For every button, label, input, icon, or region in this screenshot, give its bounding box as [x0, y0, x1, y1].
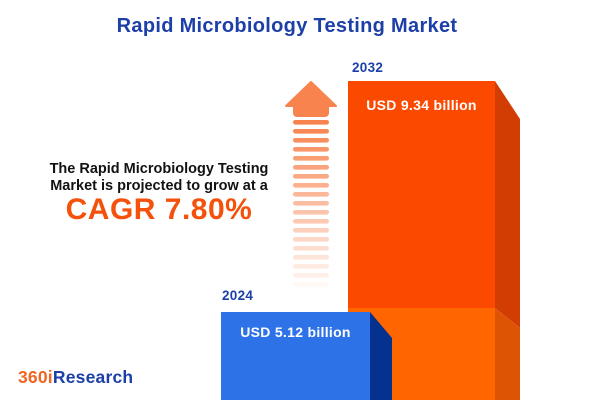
- annotation-block: The Rapid Microbiology Testing Market is…: [30, 161, 288, 226]
- bar-2024: [221, 312, 392, 400]
- annotation-line-2: Market is projected to grow at a: [50, 178, 268, 194]
- cagr-value: CAGR 7.80%: [65, 193, 253, 226]
- bar-2032-front-face: [348, 81, 495, 308]
- growth-arrow-head: [285, 81, 337, 117]
- bar-2024-value-label: USD 5.12 billion: [240, 324, 351, 340]
- growth-arrow-stripes: [293, 120, 329, 287]
- bar-2024-front-face: [221, 312, 370, 400]
- bar-2032-year-label: 2032: [352, 60, 384, 75]
- brand-logo-part2: Research: [52, 367, 134, 387]
- bar-2024-side-face: [370, 312, 392, 400]
- bar-2032-value-label: USD 9.34 billion: [366, 97, 477, 113]
- brand-logo-part1: 360i: [18, 367, 53, 387]
- bar-2032-side-face: [495, 81, 520, 328]
- bar-2032: [348, 81, 520, 400]
- annotation-line-1: The Rapid Microbiology Testing: [49, 161, 269, 177]
- bar-2024-year-label: 2024: [222, 288, 254, 303]
- bar-2032-reflection-side: [495, 308, 520, 400]
- brand-logo: 360iResearch: [18, 367, 133, 388]
- growth-arrow-icon: [285, 81, 337, 287]
- page-title: Rapid Microbiology Testing Market: [116, 15, 458, 37]
